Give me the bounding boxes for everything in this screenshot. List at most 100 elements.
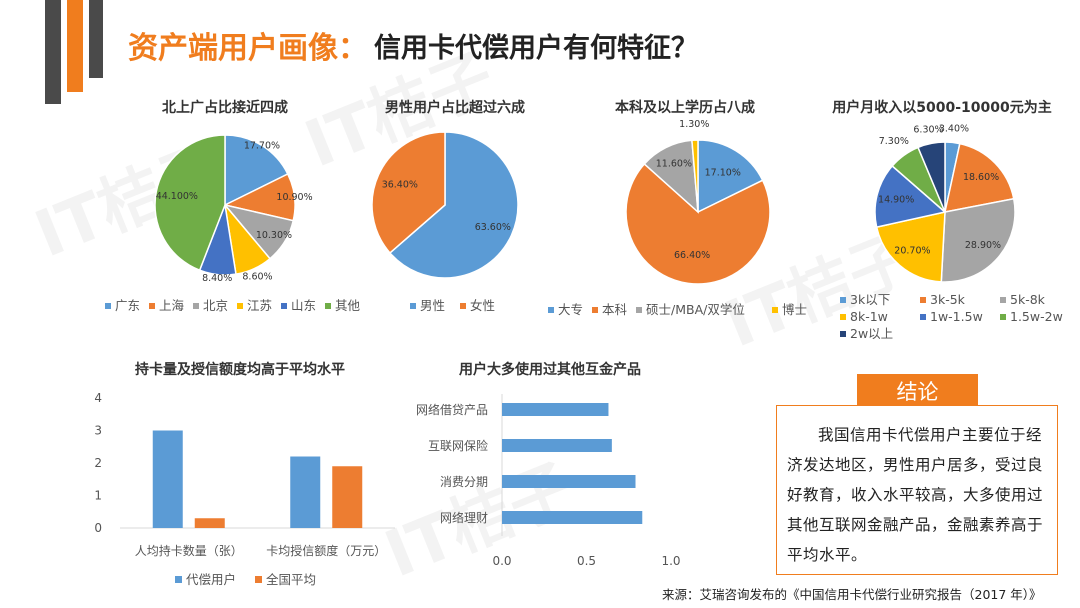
legend-label: 北京: [203, 298, 228, 313]
x-tick-label: 0.0: [492, 554, 511, 568]
chart-title: 用户月收入以5000-10000元为主: [832, 99, 1051, 116]
data-label: 66.40%: [674, 250, 710, 261]
x-tick-label: 0.5: [577, 554, 596, 568]
legend-label: 8k-1w: [850, 309, 888, 324]
legend-swatch: [460, 303, 466, 309]
conclusion-heading: 结论: [857, 374, 978, 410]
legend-label: 1.5w-2w: [1010, 309, 1063, 324]
pie-slice: [940, 197, 1016, 283]
data-label: 20.70%: [894, 245, 930, 256]
pie-slice: [224, 134, 289, 207]
pie-slice: [691, 139, 699, 213]
bar: [502, 403, 609, 416]
deco-bar-dark-1: [45, 0, 61, 104]
bar-chart-cards: 持卡量及授信额度均高于平均水平 0 1 2 3 4 人均持卡数量（张） 卡均授信额度（万元） 代…: [94, 361, 395, 587]
bar: [502, 439, 612, 452]
pie-slice: [371, 131, 446, 254]
pie-slice: [875, 211, 946, 283]
pie-slice: [917, 141, 946, 213]
data-label: 63.60%: [475, 222, 511, 233]
y-tick-label: 网络借贷产品: [416, 402, 488, 417]
legend-swatch: [548, 307, 554, 313]
legend-swatch: [772, 307, 778, 313]
x-tick-label: 卡均授信额度（万元）: [266, 543, 386, 558]
legend-swatch: [255, 576, 262, 583]
legend-label: 山东: [291, 298, 316, 313]
bar: [152, 430, 183, 528]
y-tick-label: 3: [94, 424, 102, 438]
legend-label: 3k以下: [850, 292, 890, 307]
y-tick-label: 互联网保险: [428, 438, 488, 453]
data-label: 1.30%: [679, 119, 709, 130]
data-label: 17.10%: [705, 167, 741, 178]
chart-title: 男性用户占比超过六成: [385, 99, 525, 116]
legend-swatch: [1000, 297, 1006, 303]
data-label: 14.90%: [878, 195, 914, 206]
legend-label: 硕士/MBA/双学位: [646, 302, 745, 317]
legend-swatch: [237, 303, 243, 309]
pie-chart-education: 本科及以上学历占八成 17.10% 66.40% 11.60% 1.30% 大专 本科 硕士/…: [548, 99, 807, 317]
legend-swatch: [281, 303, 287, 309]
bar: [290, 456, 321, 528]
legend-swatch: [325, 303, 331, 309]
deco-bar-orange: [67, 0, 83, 92]
pie-slice: [697, 139, 764, 214]
pie-slice: [874, 164, 947, 229]
data-label: 10.90%: [276, 192, 312, 203]
data-label: 8.40%: [202, 273, 232, 284]
title-main: 资产端用户画像: [128, 31, 338, 66]
legend-swatch: [105, 303, 111, 309]
title-colon: ：: [338, 31, 368, 66]
y-tick-label: 1: [94, 489, 102, 503]
legend-label: 代偿用户: [186, 572, 236, 587]
deco-bar-dark-2: [89, 0, 103, 78]
legend-label: 5k-8k: [1010, 292, 1046, 307]
y-tick-label: 消费分期: [440, 475, 488, 489]
legend-label: 全国平均: [266, 572, 316, 587]
legend-swatch: [840, 331, 846, 337]
pie-slice: [154, 134, 226, 272]
data-label: 44.100%: [156, 191, 198, 202]
legend-label: 本科: [602, 302, 628, 317]
pie-chart-gender: 男性用户占比超过六成 63.60% 36.40% 男性 女性: [371, 99, 525, 313]
data-label: 36.40%: [382, 179, 418, 190]
bar: [194, 518, 225, 528]
legend-label: 3k-5k: [930, 292, 966, 307]
conclusion-box: 我国信用卡代偿用户主要位于经济发达地区，男性用户居多，受过良好教育，收入水平较高…: [776, 405, 1058, 575]
legend-swatch: [636, 307, 642, 313]
pie-slice: [944, 142, 1015, 213]
x-tick-label: 人均持卡数量（张）: [135, 543, 243, 558]
data-label: 8.60%: [242, 271, 272, 282]
bar: [502, 511, 643, 524]
chart-title: 北上广占比接近四成: [162, 99, 288, 116]
legend-label: 2w以上: [850, 326, 893, 341]
legend-swatch: [193, 303, 199, 309]
legend-swatch: [840, 314, 846, 320]
page-title: 资产端用户画像 ： 信用卡代偿用户有何特征？: [128, 22, 698, 68]
pie-slice: [388, 131, 519, 279]
legend-swatch: [149, 303, 155, 309]
pie-chart-region: 北上广占比接近四成 17.70% 10.90% 10.30% 8.60% 8.40% 44.…: [105, 99, 361, 313]
legend-swatch: [592, 307, 598, 313]
data-label: 10.30%: [256, 230, 292, 241]
legend-label: 大专: [558, 302, 583, 317]
data-label: 6.30%: [913, 125, 943, 136]
legend-label: 其他: [335, 298, 361, 313]
legend-swatch: [1000, 314, 1006, 320]
data-label: 11.60%: [656, 159, 692, 170]
y-tick-label: 网络理财: [440, 510, 488, 525]
conclusion-text: 我国信用卡代偿用户主要位于经济发达地区，男性用户居多，受过良好教育，收入水平较高…: [787, 426, 1044, 564]
legend-label: 男性: [420, 298, 445, 313]
chart-title: 本科及以上学历占八成: [615, 99, 755, 116]
title-sub: 信用卡代偿用户有何特征？: [374, 32, 698, 64]
data-label: 18.60%: [963, 172, 999, 183]
legend-swatch: [920, 297, 926, 303]
x-tick-label: 1.0: [661, 554, 680, 568]
pie-chart-income: 用户月收入以5000-10000元为主 3.40% 18.60% 28.90% 20.7…: [832, 99, 1063, 341]
legend-label: 女性: [470, 298, 495, 313]
bar: [502, 475, 636, 488]
legend-label: 广东: [115, 298, 140, 313]
source-note: 来源：艾瑞咨询发布的《中国信用卡代偿行业研究报告（2017 年）》: [662, 587, 1042, 602]
legend-swatch: [410, 303, 416, 309]
